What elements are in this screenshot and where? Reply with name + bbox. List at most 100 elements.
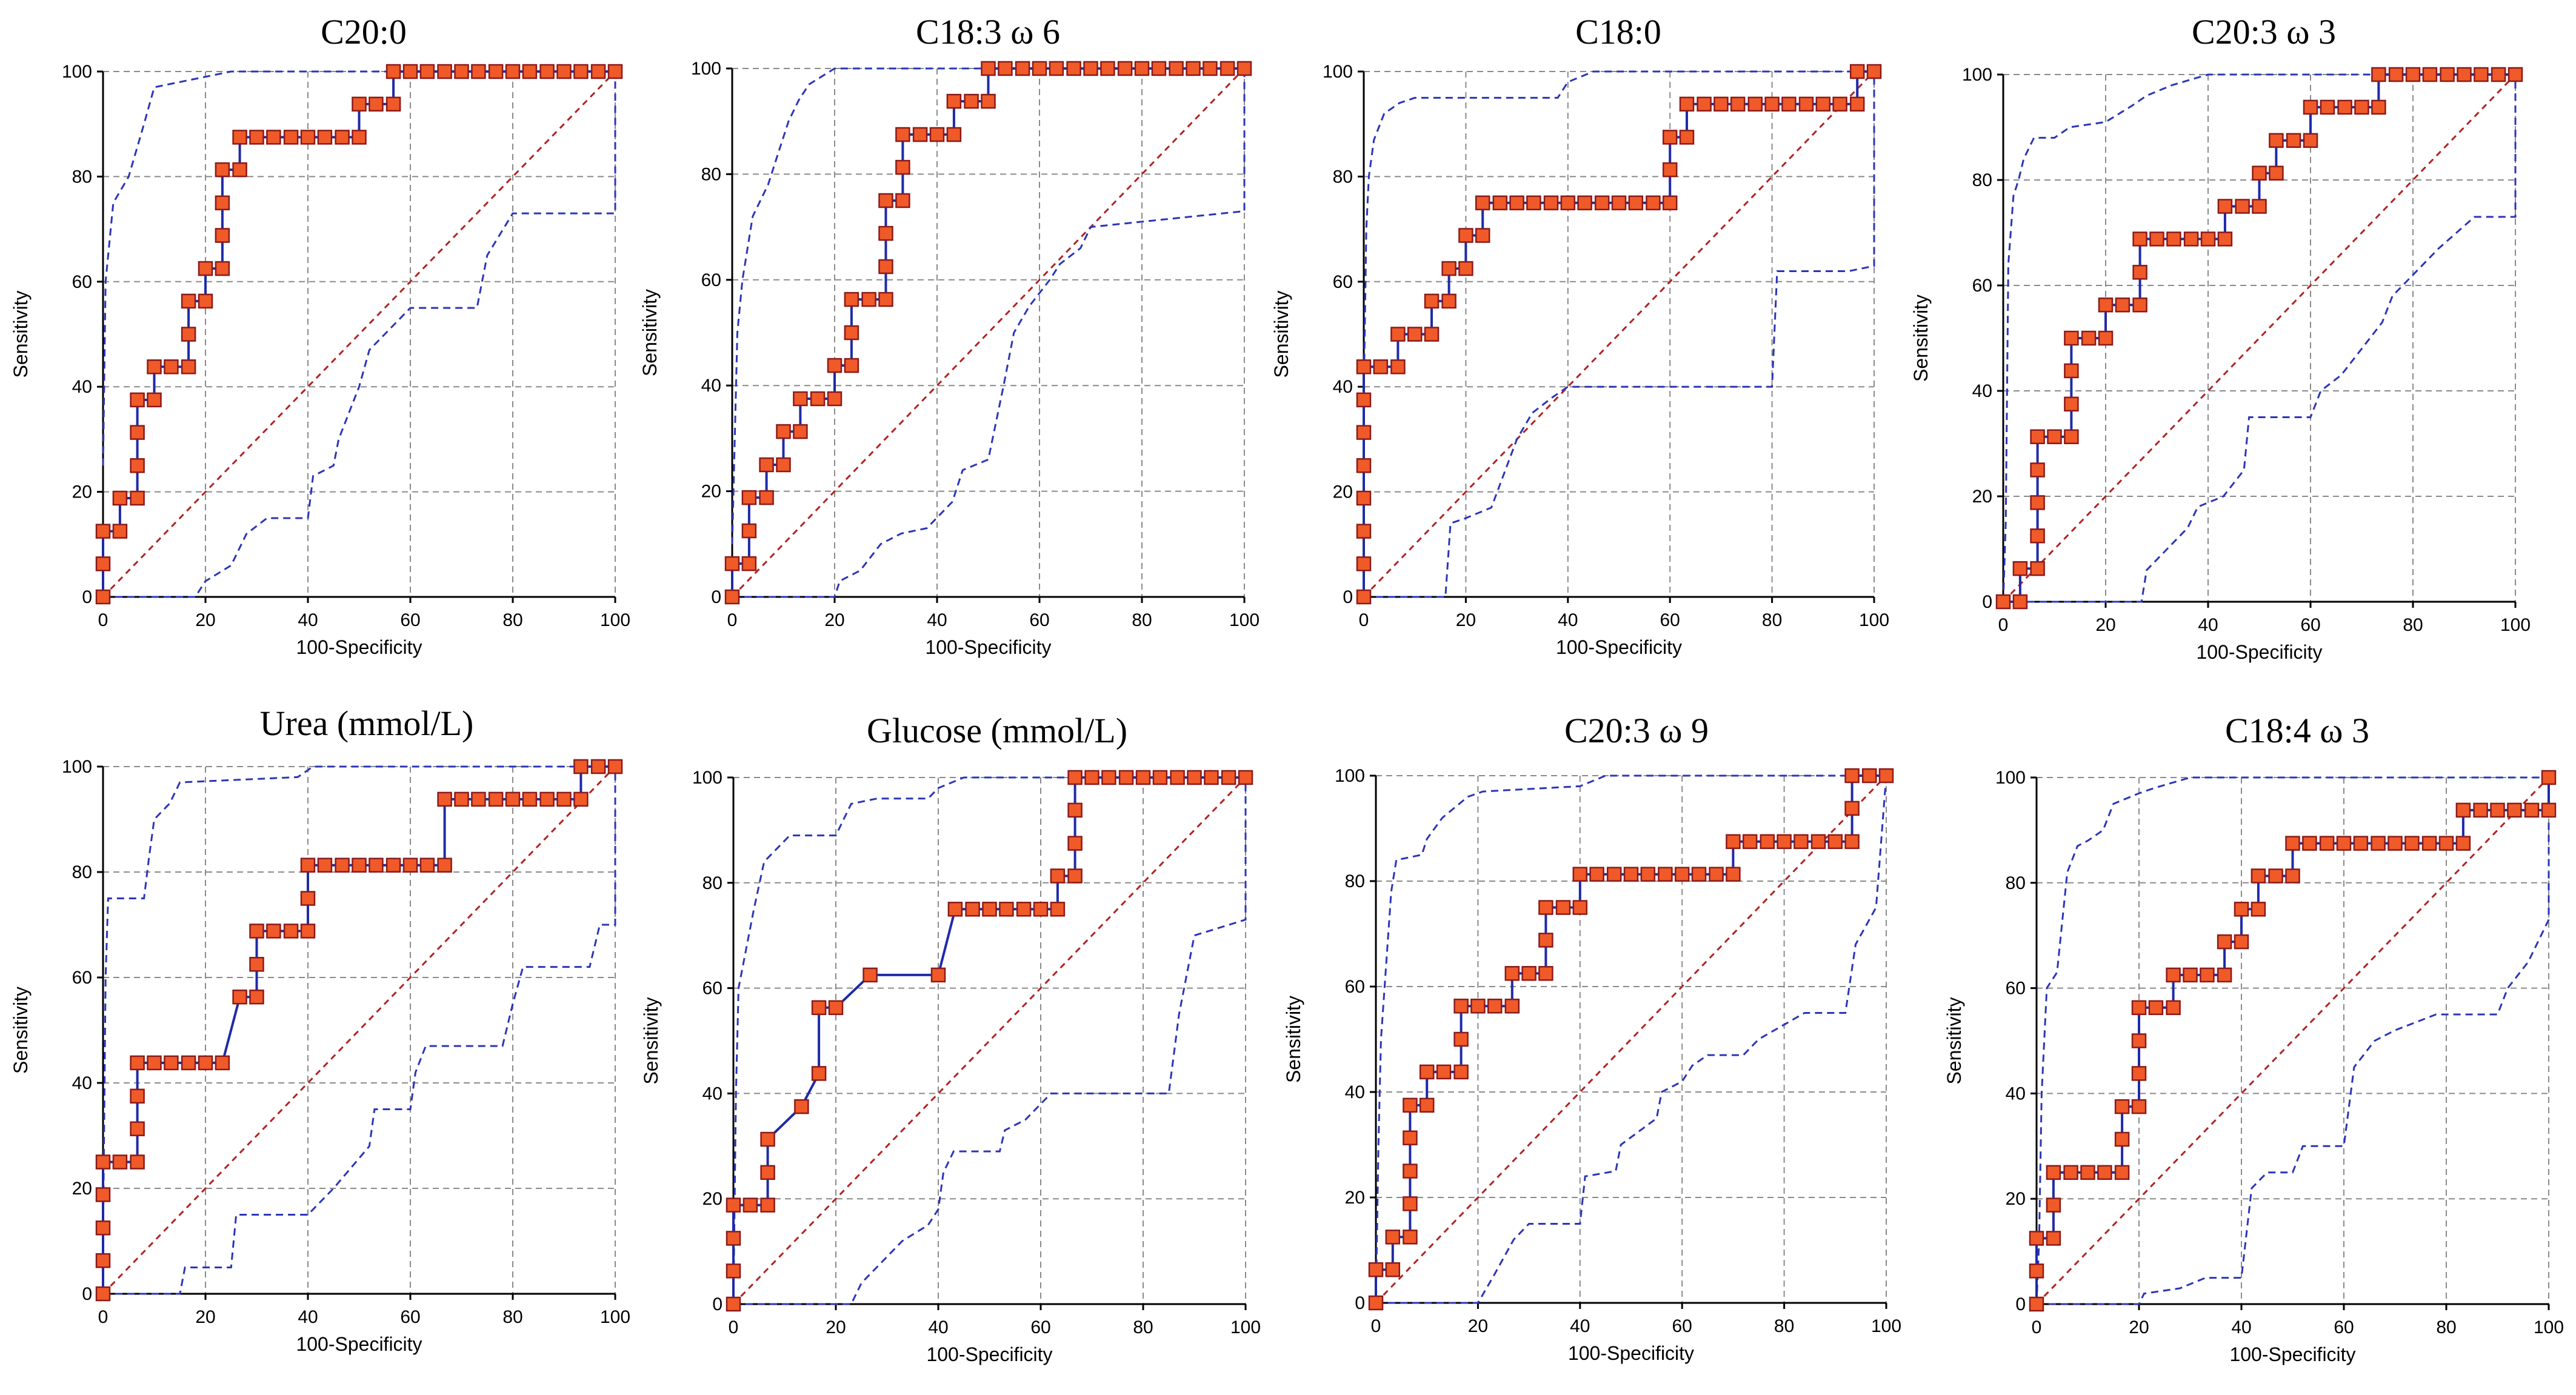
roc-point bbox=[929, 127, 945, 142]
roc-point bbox=[1844, 834, 1860, 850]
roc-panel: 0 20 40 60 80 100 0 20 40 60 80 100 100-Specificity S… bbox=[10, 12, 630, 658]
ci-upper-line bbox=[2002, 73, 2515, 602]
roc-point bbox=[946, 93, 962, 109]
roc-point bbox=[965, 902, 980, 917]
roc-point bbox=[2132, 297, 2147, 313]
y-tick-label: 0 bbox=[1343, 587, 1353, 607]
roc-point bbox=[895, 127, 910, 142]
roc-point bbox=[2235, 199, 2250, 214]
roc-point bbox=[437, 64, 452, 79]
roc-point bbox=[2200, 967, 2215, 983]
roc-point bbox=[999, 902, 1014, 917]
roc-point bbox=[844, 358, 859, 373]
chart-title: C20:3 ω 9 bbox=[1564, 711, 1709, 750]
roc-point bbox=[2336, 836, 2352, 851]
roc-point bbox=[556, 64, 572, 79]
roc-point bbox=[2319, 836, 2335, 851]
roc-point bbox=[2183, 967, 2198, 983]
roc-point bbox=[2200, 231, 2216, 247]
roc-point bbox=[522, 791, 538, 807]
x-tick-label: 0 bbox=[727, 610, 738, 630]
roc-point bbox=[1878, 768, 1894, 784]
roc-point bbox=[249, 957, 264, 972]
x-tick-label: 0 bbox=[1371, 1316, 1381, 1336]
ci-lower-line bbox=[103, 72, 616, 598]
roc-point bbox=[2268, 868, 2283, 884]
chart-title: C20:3 ω 3 bbox=[2192, 12, 2336, 52]
roc-point bbox=[1827, 834, 1843, 850]
roc-point bbox=[1453, 1064, 1469, 1080]
roc-point bbox=[1084, 770, 1099, 785]
roc-point bbox=[1606, 867, 1622, 882]
roc-point bbox=[112, 1154, 128, 1170]
x-tick-label: 80 bbox=[2403, 615, 2423, 635]
y-tick-label: 40 bbox=[702, 1084, 722, 1104]
roc-point bbox=[878, 291, 893, 307]
roc-point bbox=[1640, 867, 1656, 882]
y-tick-label: 0 bbox=[2015, 1294, 2026, 1314]
roc-point bbox=[981, 61, 996, 76]
roc-point bbox=[1509, 195, 1524, 211]
roc-point bbox=[539, 791, 555, 807]
roc-point bbox=[1504, 966, 1520, 981]
roc-point bbox=[1368, 1295, 1384, 1311]
roc-panel: 0 20 40 60 80 100 0 20 40 60 80 100 100-Specificity S… bbox=[1283, 711, 1901, 1364]
roc-point bbox=[164, 359, 179, 375]
roc-point bbox=[147, 392, 162, 408]
roc-point bbox=[1815, 96, 1831, 112]
roc-point bbox=[335, 130, 350, 145]
y-tick-label: 80 bbox=[701, 164, 721, 184]
roc-point bbox=[1100, 61, 1115, 76]
roc-point bbox=[2064, 429, 2079, 444]
roc-point bbox=[930, 967, 946, 983]
x-tick-label: 80 bbox=[2436, 1317, 2456, 1337]
roc-point bbox=[95, 589, 111, 605]
roc-point bbox=[895, 159, 910, 175]
y-tick-label: 20 bbox=[1972, 487, 1992, 507]
roc-point bbox=[1049, 61, 1064, 76]
roc-point bbox=[352, 857, 367, 873]
roc-point bbox=[590, 64, 606, 79]
roc-point bbox=[402, 64, 418, 79]
roc-point bbox=[2098, 297, 2114, 313]
y-tick-label: 100 bbox=[62, 62, 92, 82]
ci-lower-line bbox=[1376, 775, 1887, 1304]
roc-point bbox=[2029, 1296, 2044, 1312]
roc-point bbox=[437, 791, 452, 807]
roc-point bbox=[385, 96, 401, 112]
x-tick-label: 60 bbox=[2300, 615, 2320, 635]
roc-point bbox=[1742, 834, 1758, 850]
x-tick-label: 100 bbox=[1229, 610, 1260, 630]
roc-point bbox=[1419, 1097, 1435, 1113]
roc-point bbox=[607, 759, 623, 774]
y-tick-label: 20 bbox=[2006, 1189, 2026, 1209]
y-tick-label: 60 bbox=[2006, 979, 2026, 999]
roc-point bbox=[1356, 490, 1372, 506]
roc-point bbox=[369, 96, 384, 112]
roc-point bbox=[741, 523, 757, 539]
roc-point bbox=[505, 64, 521, 79]
roc-point bbox=[300, 891, 316, 906]
roc-point bbox=[1709, 867, 1724, 882]
x-axis-label: 100-Specificity bbox=[925, 636, 1051, 658]
roc-point bbox=[2508, 67, 2523, 82]
roc-point bbox=[1492, 195, 1508, 211]
roc-point bbox=[2063, 1165, 2078, 1180]
roc-point bbox=[2149, 231, 2164, 247]
roc-point bbox=[215, 162, 230, 178]
roc-point bbox=[352, 130, 367, 145]
roc-point bbox=[1032, 61, 1047, 76]
roc-point bbox=[1475, 195, 1490, 211]
roc-point bbox=[198, 1055, 213, 1071]
roc-point bbox=[1356, 425, 1372, 440]
y-tick-label: 80 bbox=[1972, 170, 1992, 190]
roc-point bbox=[1385, 1262, 1401, 1277]
roc-point bbox=[1373, 359, 1389, 375]
x-tick-label: 40 bbox=[2231, 1317, 2251, 1337]
y-tick-label: 0 bbox=[1982, 592, 1992, 612]
roc-panel: 0 20 40 60 80 100 0 20 40 60 80 100 100-Specificity S… bbox=[1943, 711, 2564, 1365]
roc-point bbox=[266, 130, 281, 145]
x-tick-label: 80 bbox=[1762, 610, 1782, 630]
roc-point bbox=[1794, 834, 1809, 850]
roc-point bbox=[2474, 67, 2489, 82]
